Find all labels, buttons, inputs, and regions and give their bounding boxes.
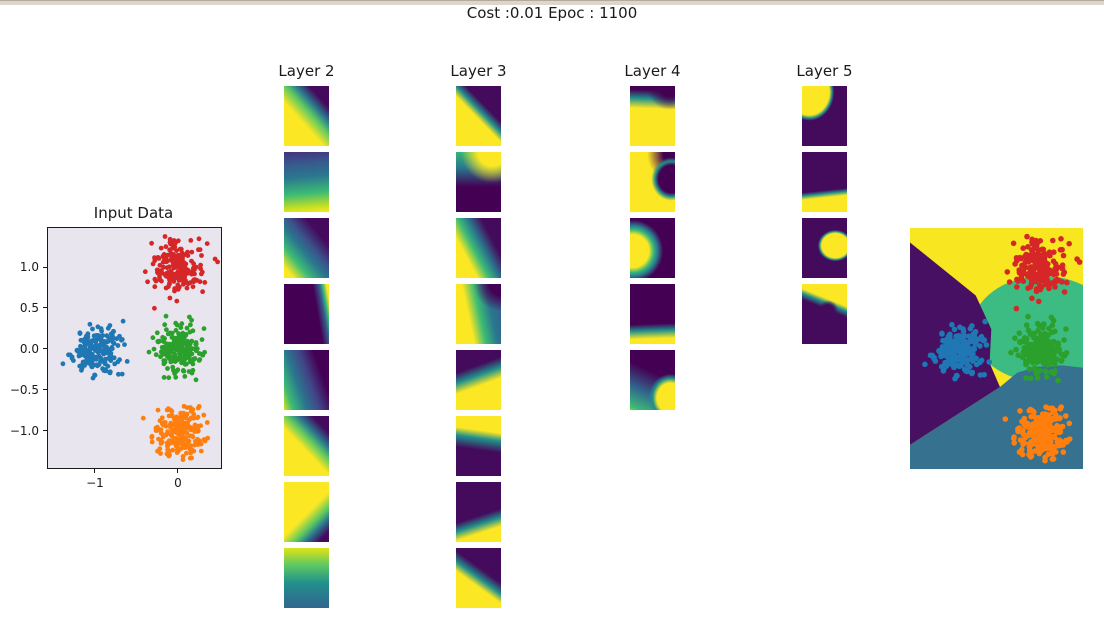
activation-tile xyxy=(802,284,847,344)
activation-tile xyxy=(630,86,675,146)
cluster-blue-points xyxy=(922,318,992,382)
activation-tile xyxy=(284,482,329,542)
layer-column-title: Layer 2 xyxy=(278,62,335,80)
x-tick-mark xyxy=(94,469,96,473)
cluster-blue-points xyxy=(60,318,130,381)
activation-tile xyxy=(802,152,847,212)
input-data-plot xyxy=(47,227,222,469)
cluster-orange-points xyxy=(140,403,211,463)
layer-column-title: Layer 4 xyxy=(624,62,681,80)
y-tick-mark xyxy=(43,348,47,350)
activation-tile xyxy=(284,86,329,146)
scatter-layer-output xyxy=(922,233,1083,464)
y-tick-label: 1.0 xyxy=(19,260,39,274)
activation-tile xyxy=(456,152,501,212)
cluster-green-points xyxy=(1008,313,1070,384)
activation-tile xyxy=(284,548,329,608)
y-tick-label: 0.5 xyxy=(19,300,39,315)
layer-column-title: Layer 5 xyxy=(796,62,853,80)
activation-tile xyxy=(284,218,329,278)
activation-tile xyxy=(284,416,329,476)
window-chrome-edge xyxy=(0,0,1104,5)
activation-tile xyxy=(456,86,501,146)
x-tick-label: 0 xyxy=(174,476,182,490)
activation-tile xyxy=(456,218,501,278)
y-tick-label: −0.5 xyxy=(9,382,39,397)
layer-column-title: Layer 3 xyxy=(450,62,507,80)
y-tick-label: −1.0 xyxy=(9,423,39,438)
activation-tile xyxy=(284,284,329,344)
figure-title: Cost :0.01 Epoc : 1100 xyxy=(466,4,638,22)
activation-tile xyxy=(284,350,329,410)
scatter-layer-input xyxy=(60,234,221,463)
activation-tile xyxy=(456,548,501,608)
activation-tile xyxy=(802,86,847,146)
y-tick-mark xyxy=(43,430,47,432)
cluster-green-points xyxy=(146,313,208,383)
input-plot-title: Input Data xyxy=(93,204,174,222)
activation-tile xyxy=(456,350,501,410)
cluster-orange-points xyxy=(1002,404,1073,464)
cluster-red-points xyxy=(1004,233,1083,312)
y-tick-mark xyxy=(43,389,47,391)
activation-tile xyxy=(456,284,501,344)
activation-tile xyxy=(284,152,329,212)
activation-tile xyxy=(456,416,501,476)
y-tick-mark xyxy=(43,307,47,309)
activation-tile xyxy=(630,350,675,410)
y-tick-mark xyxy=(43,266,47,268)
output-decision-plot xyxy=(910,228,1083,469)
activation-tile xyxy=(630,284,675,344)
y-tick-label: 0.0 xyxy=(19,341,39,356)
activation-tile xyxy=(802,218,847,278)
activation-tile xyxy=(630,218,675,278)
x-tick-mark xyxy=(177,469,179,473)
cluster-red-points xyxy=(142,234,221,311)
activation-tile xyxy=(456,482,501,542)
activation-tile xyxy=(630,152,675,212)
x-tick-label: −1 xyxy=(86,476,104,490)
